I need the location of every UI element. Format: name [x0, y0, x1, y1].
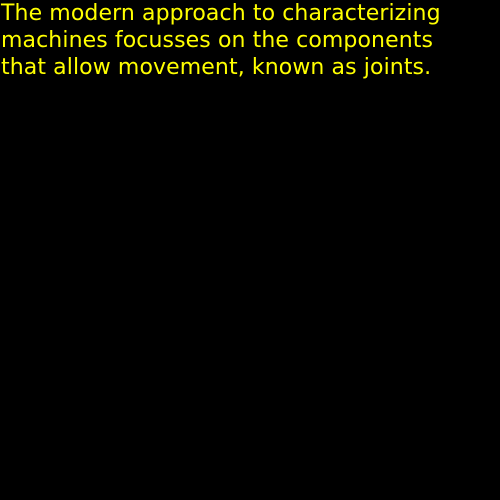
caption-text: The modern approach to characterizing ma…	[1, 0, 499, 81]
caption-line-2: machines focusses on the components	[1, 28, 434, 53]
caption-line-1: The modern approach to characterizing	[1, 1, 441, 26]
caption-line-3: that allow movement, known as joints.	[1, 55, 432, 80]
